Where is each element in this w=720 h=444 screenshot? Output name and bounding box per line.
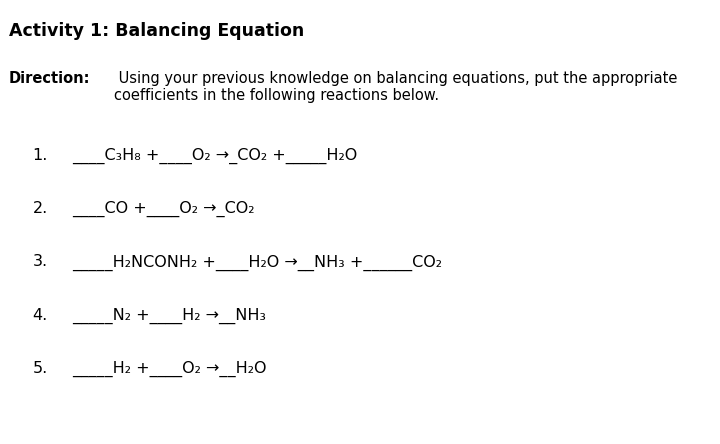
Text: 2.: 2. xyxy=(32,201,48,216)
Text: 3.: 3. xyxy=(32,254,48,270)
Text: ____CO +____O₂ →_CO₂: ____CO +____O₂ →_CO₂ xyxy=(72,201,254,217)
Text: _____H₂NCONH₂ +____H₂O →__NH₃ +______CO₂: _____H₂NCONH₂ +____H₂O →__NH₃ +______CO₂ xyxy=(72,254,442,270)
Text: Direction:: Direction: xyxy=(9,71,90,86)
Text: ____C₃H₈ +____O₂ →_CO₂ +_____H₂O: ____C₃H₈ +____O₂ →_CO₂ +_____H₂O xyxy=(72,148,357,164)
Text: 5.: 5. xyxy=(32,361,48,376)
Text: _____N₂ +____H₂ →__NH₃: _____N₂ +____H₂ →__NH₃ xyxy=(72,308,266,324)
Text: _____H₂ +____O₂ →__H₂O: _____H₂ +____O₂ →__H₂O xyxy=(72,361,266,377)
Text: 1.: 1. xyxy=(32,148,48,163)
Text: Using your previous knowledge on balancing equations, put the appropriate
coeffi: Using your previous knowledge on balanci… xyxy=(114,71,678,103)
Text: 4.: 4. xyxy=(32,308,48,323)
Text: Activity 1: Balancing Equation: Activity 1: Balancing Equation xyxy=(9,22,304,40)
